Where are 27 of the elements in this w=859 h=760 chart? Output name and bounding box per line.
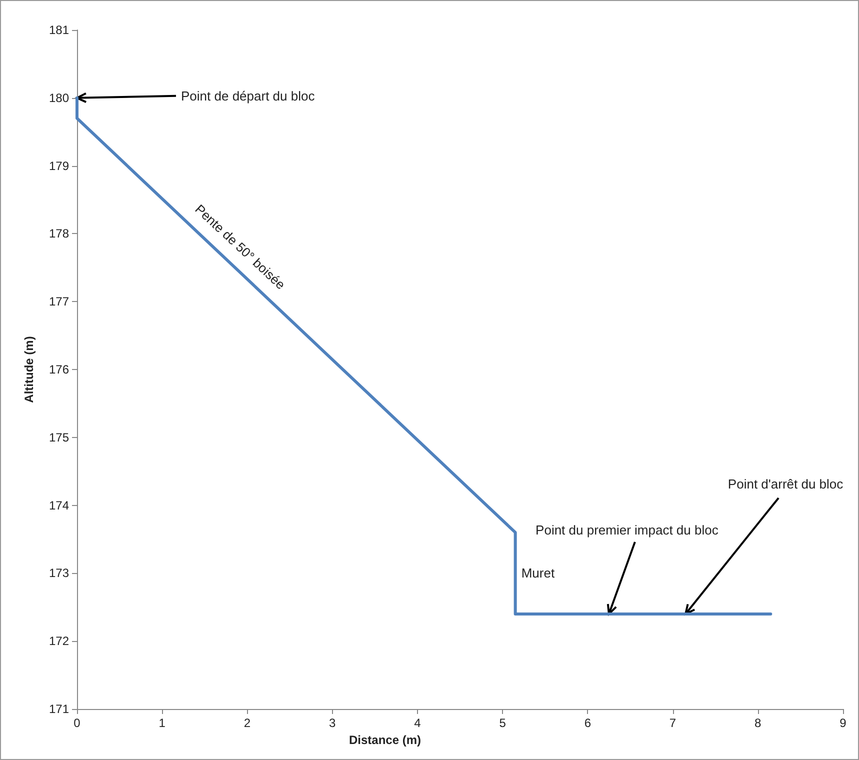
x-tick-label: 9 (840, 716, 847, 730)
x-tick-label: 2 (244, 716, 251, 730)
y-tick-label: 180 (48, 90, 70, 105)
x-tick-label: 1 (158, 716, 166, 730)
y-axis-title: Altitude (m) (22, 336, 36, 403)
x-axis-title: Distance (m) (348, 732, 422, 747)
y-tick-label: 178 (48, 226, 70, 241)
annotation: Point de départ du bloc (181, 88, 316, 104)
y-tick-label: 172 (48, 634, 70, 648)
y-tick-label: 173 (48, 566, 70, 580)
x-tick-label: 0 (74, 716, 81, 730)
x-tick-label: 4 (414, 716, 422, 730)
y-tick-label: 175 (48, 430, 70, 444)
annotation: Point d'arrêt du bloc (728, 476, 844, 492)
y-tick-label: 177 (48, 294, 70, 309)
annotation: Point du premier impact du bloc (536, 522, 719, 538)
y-tick-label: 176 (48, 362, 70, 376)
y-tick-label: 181 (48, 23, 70, 37)
x-tick-label: 8 (754, 716, 762, 730)
x-tick-label: 6 (584, 716, 592, 730)
x-tick-label: 5 (499, 716, 506, 730)
y-tick-label: 171 (48, 702, 70, 716)
x-tick-label: 7 (669, 716, 676, 730)
y-tick-label: 179 (48, 158, 70, 173)
annotation: Muret (521, 566, 555, 581)
x-tick-label: 3 (328, 716, 336, 730)
y-tick-label: 174 (48, 498, 70, 512)
